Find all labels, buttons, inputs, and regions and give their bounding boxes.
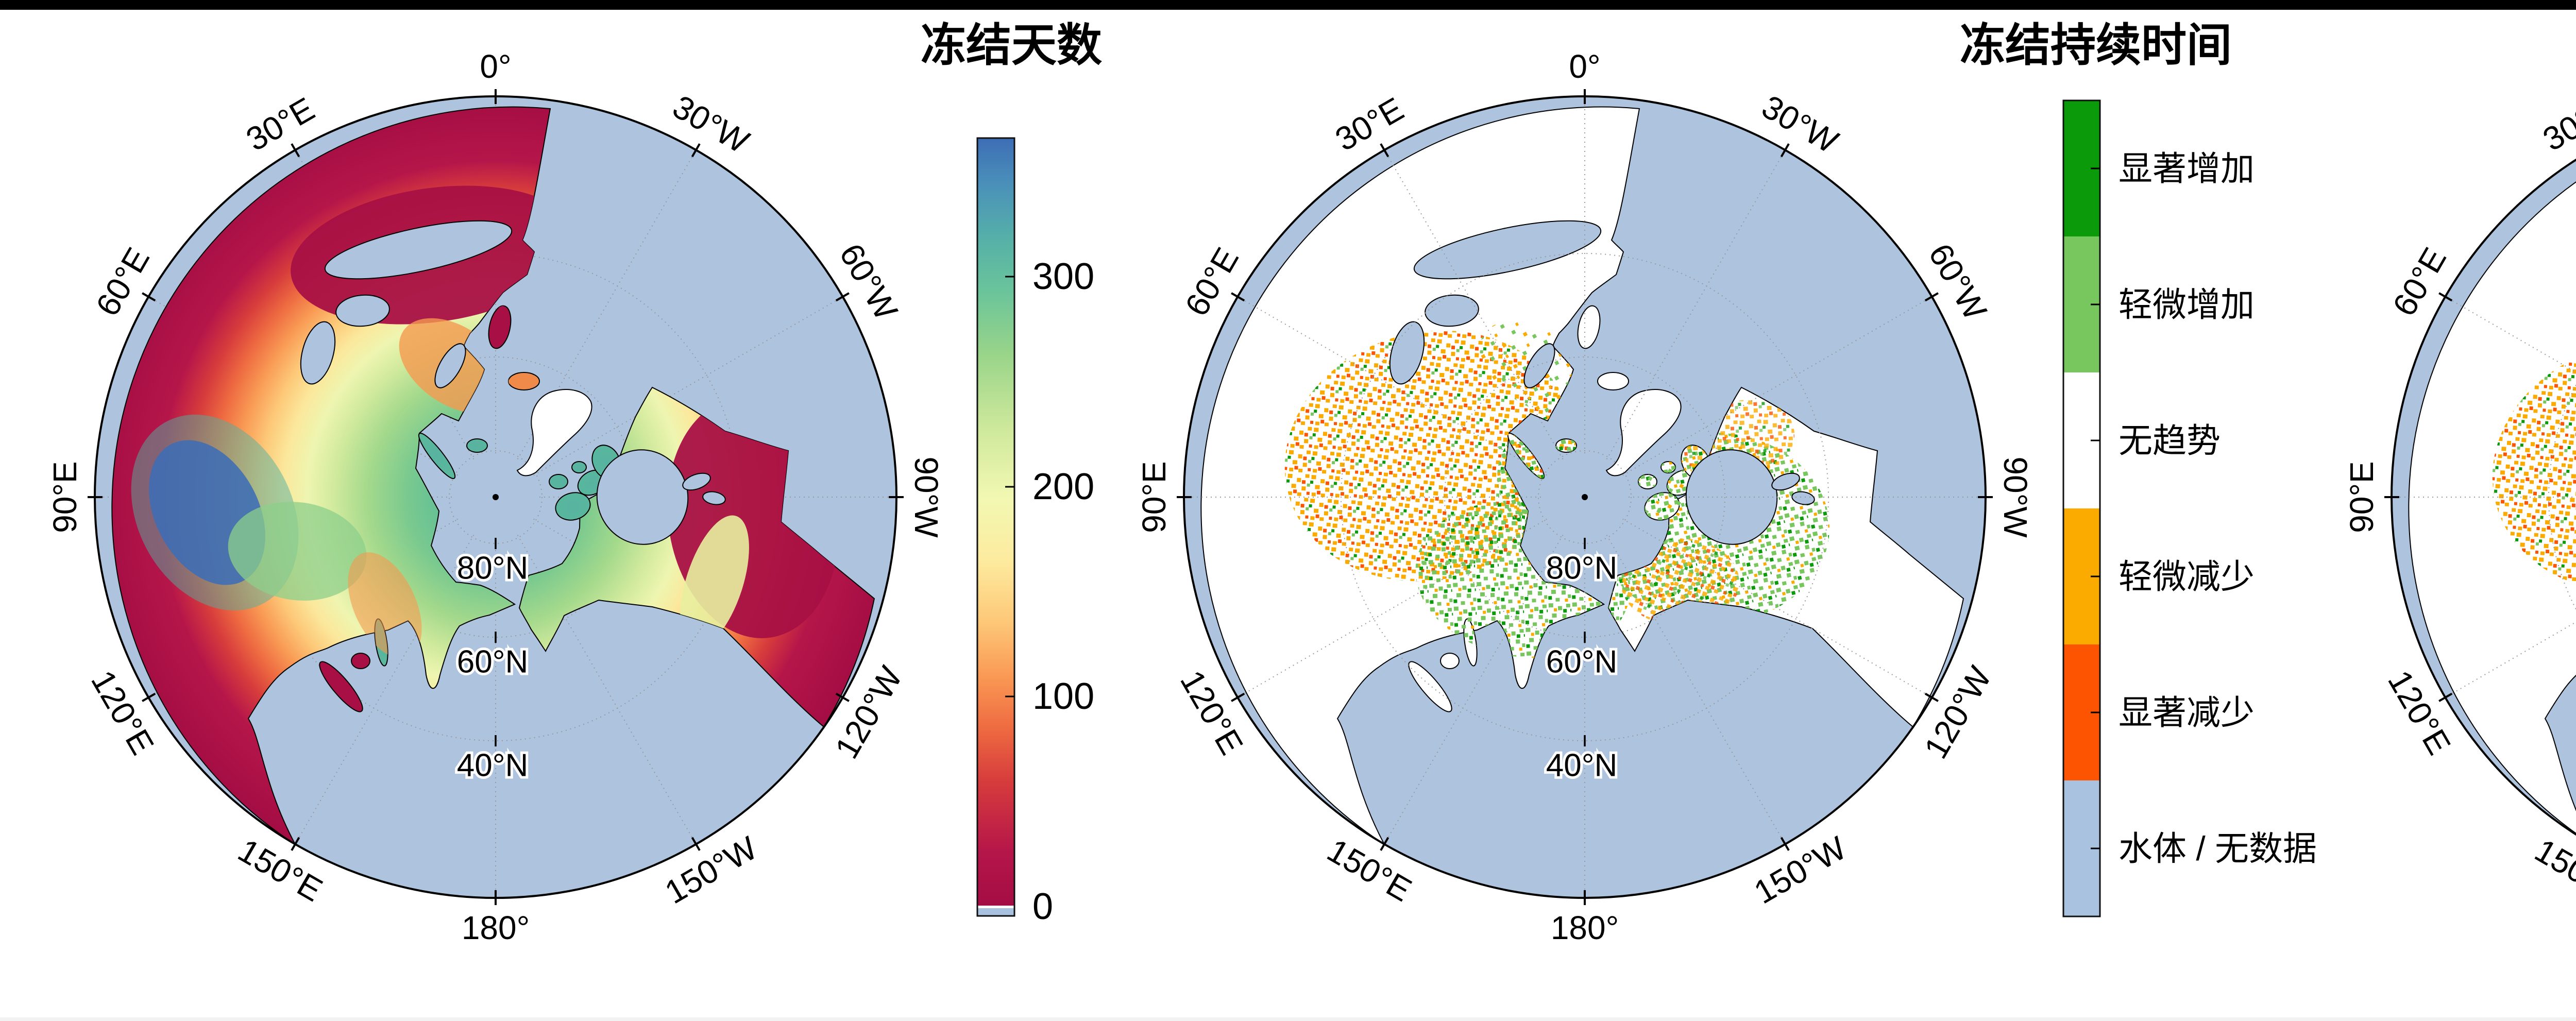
latitude-label: 80°N xyxy=(1546,551,1618,586)
map-rim xyxy=(94,95,897,899)
legend-label: 显著增加 xyxy=(2119,149,2255,188)
meridian-line xyxy=(1237,518,1547,698)
parallel-ring xyxy=(449,450,543,544)
parallel-ring xyxy=(1538,450,1632,544)
colorbar-gradient xyxy=(977,138,1014,906)
meridian-line xyxy=(1606,149,1786,460)
meridian-line xyxy=(2445,621,2576,698)
colorbar-zero-gap xyxy=(977,906,1014,908)
legend-frame xyxy=(2062,99,2101,917)
meridian-line xyxy=(1384,535,1564,845)
meridian-line xyxy=(1384,149,1564,460)
colorbar-water-segment xyxy=(977,908,1014,916)
latitude-label: 40°N xyxy=(1546,748,1618,784)
latitude-label: 40°N xyxy=(457,748,529,784)
meridian-line xyxy=(295,535,474,845)
legend-label: 无趋势 xyxy=(2119,421,2221,460)
colorbar-tick-label: 200 xyxy=(1032,466,1094,507)
legend-label: 轻微减少 xyxy=(2119,557,2255,595)
latitude-label: 60°N xyxy=(457,644,529,680)
top-black-bar xyxy=(0,0,2576,10)
latitude-label: 80°N xyxy=(457,551,529,586)
meridian-line xyxy=(1622,518,1933,698)
trend-speckles xyxy=(2492,341,2576,592)
pole-dot xyxy=(493,494,499,500)
map-rim xyxy=(2391,158,2576,836)
panel-title-freezing-duration: 冻结持续时间 xyxy=(1960,20,2232,71)
panel-title-freezing-days: 冻结天数 xyxy=(921,20,1102,71)
legend-freezing-duration: 冻结持续时间 显著增加 轻微增加 无趋势 轻微减少 显著减少 水体 / 无数据 xyxy=(1960,20,2317,917)
longitude-label: 90°E xyxy=(46,461,83,533)
map-freezing-days: 0°30°W60°W90°W120°W150°W180°150°E120°E90… xyxy=(46,48,945,946)
meridian-line xyxy=(1237,296,1547,476)
meridian-line xyxy=(1606,535,1786,845)
legend-label: 水体 / 无数据 xyxy=(2119,829,2317,867)
legend-label: 显著减少 xyxy=(2119,693,2255,731)
longitude-label: 0° xyxy=(480,48,511,85)
colorbar-tick-label: 300 xyxy=(1032,256,1094,297)
meridian-line xyxy=(2445,296,2576,373)
pole-dot xyxy=(1582,494,1588,500)
longitude-label: 90°W xyxy=(1997,456,2034,538)
longitude-label: 0° xyxy=(1569,48,1600,85)
parallel-ring xyxy=(1444,356,1725,638)
meridian-line xyxy=(533,296,843,476)
legend-label: 轻微增加 xyxy=(2119,285,2255,324)
bottom-strip xyxy=(0,1017,2576,1021)
colorbar-frame xyxy=(976,137,1015,917)
map-rim xyxy=(1183,95,1987,899)
longitude-label: 90°W xyxy=(908,456,945,538)
longitude-label: 90°E xyxy=(2343,461,2380,533)
meridian-line xyxy=(1622,296,1933,476)
colorbar-tick-label: 0 xyxy=(1032,886,1053,927)
colorbar-tick-label: 100 xyxy=(1032,676,1094,717)
longitude-label: 180° xyxy=(462,909,530,946)
meridian-line xyxy=(517,535,697,845)
longitude-label: 180° xyxy=(1551,909,1619,946)
longitude-label: 90°E xyxy=(1136,461,1173,533)
meridian-line xyxy=(517,149,697,460)
latitude-label: 60°N xyxy=(1546,644,1618,680)
colorbar-freezing-days: 冻结天数 300 200 100 0 xyxy=(921,20,1102,927)
